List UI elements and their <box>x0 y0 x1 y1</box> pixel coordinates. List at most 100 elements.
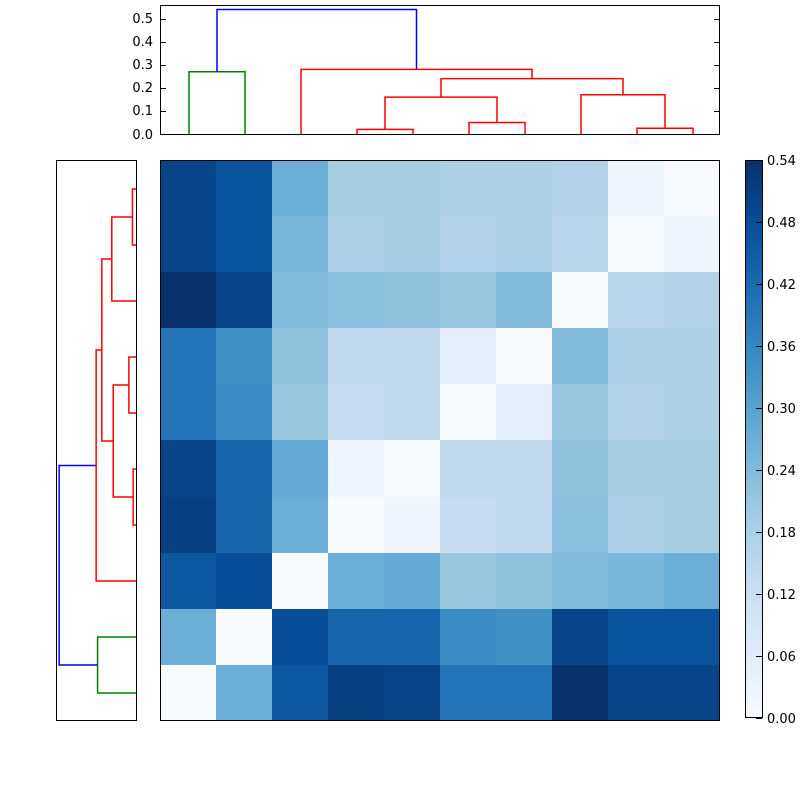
heatmap-cell <box>160 552 216 609</box>
colorbar-tick <box>756 718 762 719</box>
heatmap-cell <box>384 160 440 217</box>
colorbar-tick-label: 0.12 <box>767 587 796 603</box>
top-axis-tick-label: 0.5 <box>132 12 153 28</box>
heatmap-cell <box>496 552 552 609</box>
heatmap-cell <box>664 664 720 721</box>
heatmap-cell <box>216 216 272 273</box>
top-axis-tick <box>161 134 166 135</box>
heatmap-cell <box>496 440 552 497</box>
blue-dendrogram-link <box>216 8 418 72</box>
heatmap-cell <box>384 272 440 329</box>
heatmap-cell <box>216 608 272 665</box>
heatmap-cell <box>608 384 664 441</box>
top-axis-tick <box>161 87 166 89</box>
heatmap-frame <box>160 160 720 721</box>
heatmap-cell <box>608 496 664 553</box>
heatmap-cell <box>384 384 440 441</box>
colorbar-tick-label: 0.48 <box>767 215 796 231</box>
heatmap-cell <box>328 496 384 553</box>
heatmap-cell <box>384 608 440 665</box>
top-axis-tick <box>161 64 166 66</box>
heatmap-cell <box>328 384 384 441</box>
top-axis-tick <box>161 110 166 112</box>
heatmap-cell <box>384 216 440 273</box>
heatmap-cell <box>440 440 496 497</box>
heatmap-cell <box>496 216 552 273</box>
heatmap-cell <box>552 496 608 553</box>
heatmap-cell <box>608 608 664 665</box>
heatmap-cell <box>328 664 384 721</box>
colorbar-frame <box>745 160 763 718</box>
heatmap-cell <box>160 216 216 273</box>
heatmap-cell <box>608 272 664 329</box>
red-dendrogram-link <box>468 121 526 134</box>
heatmap-cell <box>272 328 328 385</box>
colorbar-tick-label: 0.00 <box>767 711 796 727</box>
green-dendrogram-link <box>188 70 246 134</box>
colorbar-tick-label: 0.24 <box>767 463 796 479</box>
heatmap-cell <box>384 664 440 721</box>
heatmap-cell <box>552 328 608 385</box>
top-axis-tick <box>161 18 166 20</box>
top-axis-tick-label: 0.3 <box>132 58 153 74</box>
heatmap-cell <box>496 272 552 329</box>
heatmap-cell <box>664 384 720 441</box>
heatmap-cell <box>328 552 384 609</box>
blue-dendrogram-link <box>58 464 98 666</box>
heatmap-cell <box>496 160 552 217</box>
colorbar-tick <box>756 346 762 347</box>
heatmap-cell <box>160 328 216 385</box>
top-axis-tick-label: 0.4 <box>132 35 153 51</box>
top-axis-tick-right <box>714 87 719 89</box>
heatmap-cell <box>160 384 216 441</box>
heatmap-cell <box>552 384 608 441</box>
heatmap-cell <box>160 608 216 665</box>
heatmap-cell <box>664 496 720 553</box>
heatmap-cell <box>440 384 496 441</box>
colorbar-tick <box>756 532 762 533</box>
heatmap-cell <box>552 272 608 329</box>
colorbar-gradient <box>745 160 763 718</box>
heatmap-cell <box>608 664 664 721</box>
red-dendrogram-link <box>131 188 136 246</box>
heatmap-cell <box>160 664 216 721</box>
colorbar-tick <box>756 656 762 657</box>
heatmap-cell <box>552 552 608 609</box>
heatmap-cell <box>440 216 496 273</box>
heatmap-cell <box>608 160 664 217</box>
left-dendrogram-axes <box>56 160 137 721</box>
red-dendrogram-link <box>128 356 136 414</box>
heatmap-cell <box>216 664 272 721</box>
heatmap-cell <box>440 160 496 217</box>
heatmap-cell <box>440 496 496 553</box>
heatmap-cell <box>608 216 664 273</box>
heatmap-cell <box>440 272 496 329</box>
top-axis-tick-label: 0.2 <box>132 81 153 97</box>
heatmap-cell <box>496 608 552 665</box>
heatmap-cell <box>272 440 328 497</box>
colorbar-tick-label: 0.18 <box>767 525 796 541</box>
heatmap-cell <box>552 440 608 497</box>
heatmap-cell <box>496 384 552 441</box>
heatmap-cell <box>496 664 552 721</box>
green-dendrogram-link <box>96 636 136 694</box>
heatmap-cell <box>160 160 216 217</box>
heatmap-cell <box>664 440 720 497</box>
colorbar-tick-label: 0.06 <box>767 649 796 665</box>
colorbar-tick-label: 0.54 <box>767 153 796 169</box>
top-dendrogram-axes <box>160 5 720 135</box>
heatmap-cell <box>608 552 664 609</box>
left-dendrogram <box>58 188 136 694</box>
heatmap-cell <box>384 496 440 553</box>
colorbar-tick <box>756 408 762 409</box>
top-axis-tick <box>161 41 166 43</box>
heatmap-cell <box>664 328 720 385</box>
top-axis-tick-right <box>714 64 719 66</box>
heatmap-cell <box>216 440 272 497</box>
red-dendrogram-link <box>636 127 694 134</box>
heatmap-cell <box>440 552 496 609</box>
heatmap-cell <box>328 216 384 273</box>
top-axis-tick-label: 0.1 <box>132 104 153 120</box>
colorbar-tick-label: 0.30 <box>767 401 796 417</box>
heatmap-cell <box>664 272 720 329</box>
